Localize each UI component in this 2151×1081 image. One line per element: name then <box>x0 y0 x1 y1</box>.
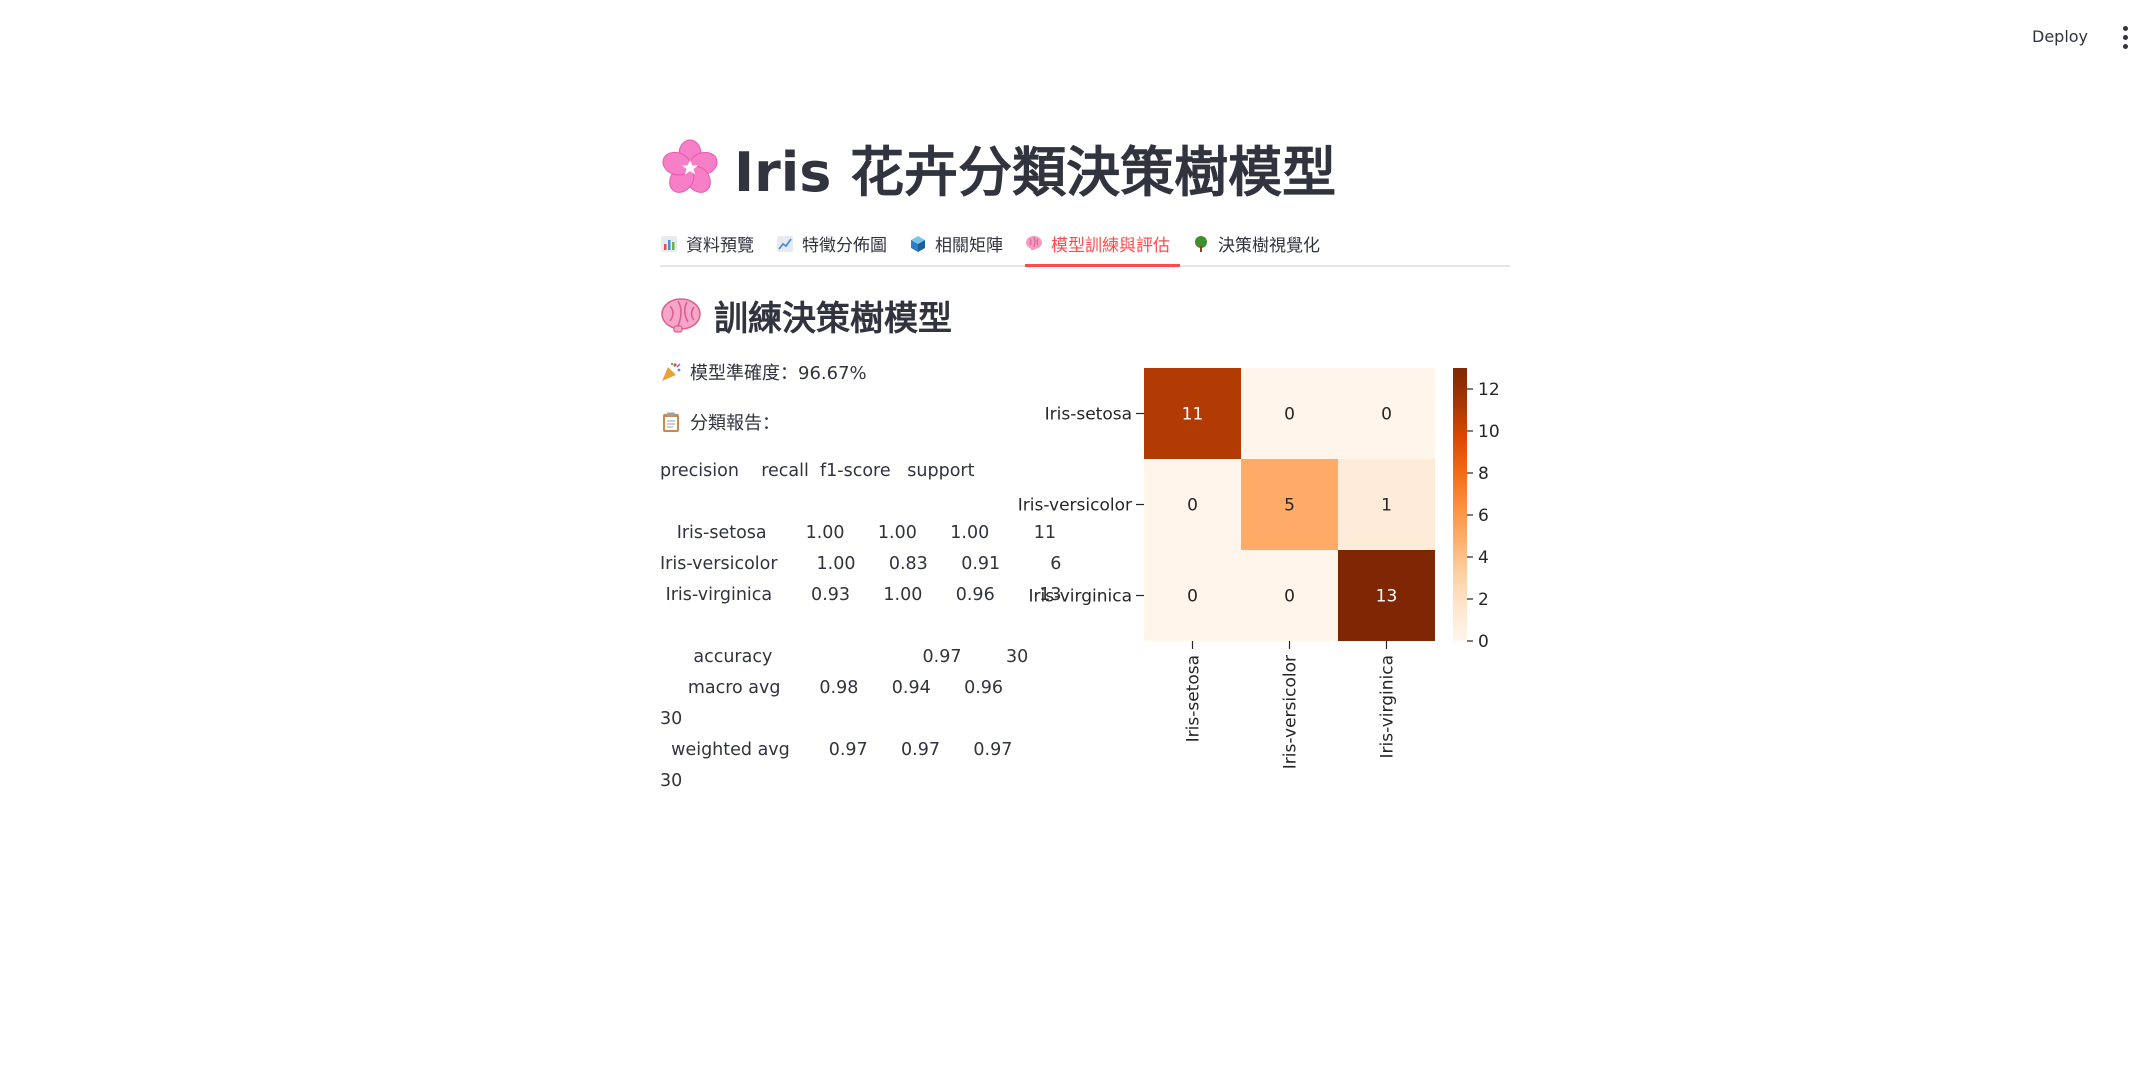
cube-icon <box>909 235 927 253</box>
cell-value-label: 0 <box>1187 587 1198 607</box>
cell-value-label: 0 <box>1187 496 1198 516</box>
tab-model-training[interactable]: 模型訓練與評估 <box>1025 222 1180 267</box>
tree-icon <box>1192 235 1210 253</box>
report-line: 30 <box>660 771 683 791</box>
party-popper-icon <box>660 361 682 383</box>
brain-icon <box>1025 234 1043 252</box>
colorbar-tick-label: 8 <box>1478 464 1489 484</box>
tab-data-preview[interactable]: 資料預覽 <box>660 222 764 265</box>
x-tick-label: Iris-virginica <box>1378 655 1398 759</box>
tab-bar: 資料預覽 特徵分佈圖 相關矩陣 模型訓練與評估 決策樹視覺化 <box>660 222 1510 267</box>
page-title-text: Iris 花卉分類決策樹模型 <box>734 140 1337 204</box>
tab-correlation-matrix[interactable]: 相關矩陣 <box>909 222 1013 265</box>
cell-value-label: 11 <box>1182 405 1204 425</box>
heatmap-cell <box>1241 459 1338 550</box>
cell-value-label: 1 <box>1381 496 1392 516</box>
colorbar-tick-label: 10 <box>1478 422 1500 442</box>
section-title-text: 訓練決策樹模型 <box>714 298 952 339</box>
report-line: Iris-virginica 0.93 1.00 0.96 13 <box>660 585 1062 605</box>
x-tick-label: Iris-setosa <box>1184 655 1204 742</box>
report-line: macro avg 0.98 0.94 0.96 <box>660 678 1004 698</box>
tab-tree-visualization[interactable]: 決策樹視覺化 <box>1192 222 1330 265</box>
colorbar <box>1453 368 1467 641</box>
cell-value-label: 13 <box>1376 587 1398 607</box>
tab-label: 決策樹視覺化 <box>1218 236 1320 256</box>
cell-value-label: 5 <box>1284 496 1295 516</box>
heatmap-cell <box>1338 459 1435 550</box>
tab-label: 模型訓練與評估 <box>1051 235 1170 256</box>
accuracy-text: 模型準確度：96.67% <box>690 363 867 384</box>
y-tick-label: Iris-versicolor <box>1018 496 1132 516</box>
x-tick-label: Iris-versicolor <box>1281 655 1301 769</box>
report-line: precision recall f1-score support <box>660 461 975 481</box>
report-label-text: 分類報告： <box>690 413 780 434</box>
accuracy-line: 模型準確度：96.67% <box>660 358 867 386</box>
colorbar-tick-label: 2 <box>1478 590 1489 610</box>
cell-value-label: 0 <box>1284 587 1295 607</box>
colorbar-tick-label: 12 <box>1478 380 1500 400</box>
report-line: accuracy 0.97 30 <box>660 647 1029 667</box>
heatmap-cell <box>1338 550 1435 641</box>
report-line: 30 <box>660 709 683 729</box>
colorbar-tick-label: 6 <box>1478 506 1489 526</box>
y-tick-label: Iris-setosa <box>1045 405 1132 425</box>
heatmap-cell <box>1144 368 1241 459</box>
heatmap-cell <box>1241 368 1338 459</box>
heatmap-cell <box>1338 368 1435 459</box>
tab-feature-distribution[interactable]: 特徵分佈圖 <box>776 222 897 265</box>
report-line: weighted avg 0.97 0.97 0.97 <box>660 740 1013 760</box>
heatmap-cell <box>1144 459 1241 550</box>
deploy-button[interactable]: Deploy <box>2022 22 2098 52</box>
y-tick-label: Iris-virginica <box>1028 587 1132 607</box>
clipboard-icon <box>660 411 682 433</box>
report-line: Iris-versicolor 1.00 0.83 0.91 6 <box>660 554 1062 574</box>
line-chart-icon <box>776 235 794 253</box>
tab-label: 資料預覽 <box>686 236 754 256</box>
tab-label: 相關矩陣 <box>935 236 1003 256</box>
top-bar: Deploy <box>0 0 2151 76</box>
cherry-blossom-icon <box>660 137 720 197</box>
section-title: 訓練決策樹模型 <box>660 290 952 340</box>
heatmap-cell <box>1241 550 1338 641</box>
report-label: 分類報告： <box>660 408 780 436</box>
report-line: Iris-setosa 1.00 1.00 1.00 11 <box>660 523 1056 543</box>
bar-chart-icon <box>660 235 678 253</box>
heatmap-cell <box>1144 550 1241 641</box>
cell-value-label: 0 <box>1381 405 1392 425</box>
colorbar-tick-label: 4 <box>1478 548 1489 568</box>
tab-label: 特徵分佈圖 <box>802 236 887 256</box>
brain-icon <box>660 296 702 334</box>
confusion-matrix-chart: 11 0 0 0 5 1 0 0 13 Iris-setosa Iris-versicolor Iri… <box>1000 360 1520 780</box>
confusion-matrix-svg: 11 0 00 5 10 0 13Iris-setosaIris-versicolorIri… <box>1018 368 1500 769</box>
page-title: Iris 花卉分類決策樹模型 <box>660 128 1510 206</box>
colorbar-tick-label: 0 <box>1478 632 1489 652</box>
more-vertical-icon[interactable] <box>2110 22 2140 52</box>
cell-value-label: 0 <box>1284 405 1295 425</box>
